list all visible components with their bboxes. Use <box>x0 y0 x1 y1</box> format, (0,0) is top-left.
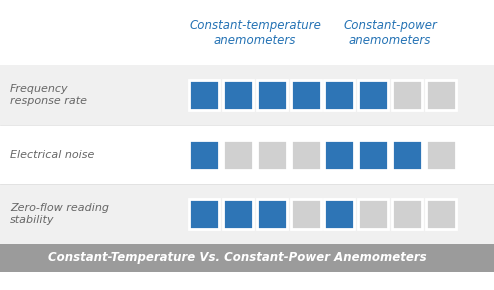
Bar <box>358 199 388 229</box>
Bar <box>189 199 219 229</box>
Bar <box>392 80 422 110</box>
Text: Constant-Temperature Vs. Constant-Power Anemometers: Constant-Temperature Vs. Constant-Power … <box>48 251 426 264</box>
Bar <box>0 125 494 184</box>
Bar <box>257 199 287 229</box>
Bar <box>358 80 388 110</box>
Text: Zero-flow reading
stability: Zero-flow reading stability <box>10 203 109 225</box>
Bar <box>0 65 494 125</box>
Text: Electrical noise: Electrical noise <box>10 150 94 160</box>
Bar <box>189 139 219 169</box>
Text: Constant-temperature
anemometers: Constant-temperature anemometers <box>189 19 321 48</box>
Bar <box>257 80 287 110</box>
Bar <box>392 199 422 229</box>
Bar <box>0 244 494 272</box>
Bar <box>223 80 253 110</box>
Bar <box>0 2 494 65</box>
Bar <box>0 184 494 244</box>
Bar <box>426 80 456 110</box>
Bar <box>189 80 219 110</box>
Bar <box>358 139 388 169</box>
Text: Constant-power
anemometers: Constant-power anemometers <box>343 19 437 48</box>
Bar <box>223 199 253 229</box>
Bar <box>324 199 354 229</box>
Bar <box>291 139 321 169</box>
Text: Frequency
response rate: Frequency response rate <box>10 84 87 106</box>
Bar <box>291 199 321 229</box>
Bar <box>426 139 456 169</box>
Bar <box>392 139 422 169</box>
Bar <box>291 80 321 110</box>
Bar <box>324 80 354 110</box>
Bar <box>223 139 253 169</box>
Bar <box>324 139 354 169</box>
Bar <box>426 199 456 229</box>
Bar <box>257 139 287 169</box>
